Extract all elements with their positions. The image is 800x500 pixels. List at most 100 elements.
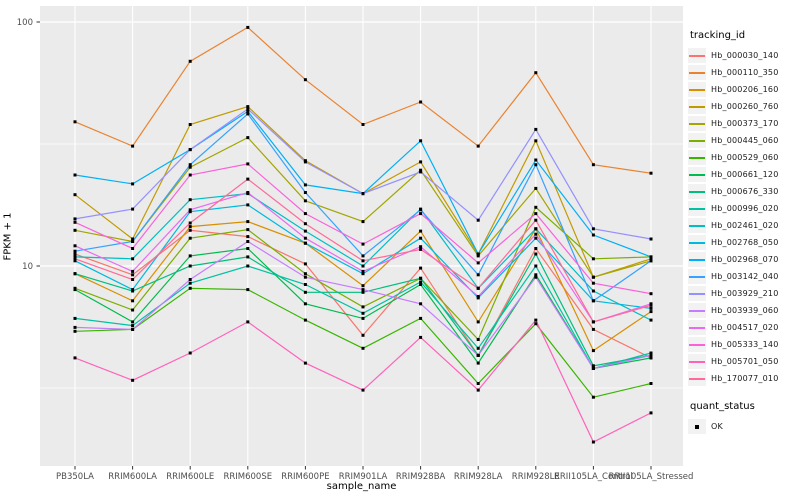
data-point bbox=[534, 247, 538, 250]
legend-item-Hb_170077_010: Hb_170077_010 bbox=[688, 370, 800, 387]
data-point bbox=[649, 411, 653, 415]
data-point bbox=[534, 264, 538, 268]
data-point bbox=[591, 440, 595, 444]
legend-item-label: Hb_000445_060 bbox=[711, 136, 779, 145]
data-point bbox=[419, 245, 423, 249]
legend-item-Hb_000996_020: Hb_000996_020 bbox=[688, 200, 800, 217]
data-point bbox=[591, 367, 595, 370]
data-point bbox=[419, 229, 423, 233]
data-point bbox=[303, 199, 307, 203]
x-tick-label: PB350LA bbox=[56, 472, 94, 482]
data-point bbox=[188, 123, 192, 126]
data-point bbox=[303, 275, 307, 279]
data-point bbox=[419, 208, 423, 212]
data-point bbox=[361, 259, 365, 263]
legend-key-swatch bbox=[688, 116, 706, 131]
legend-key-line bbox=[689, 360, 705, 363]
x-tick-label: RRIM600LE bbox=[166, 472, 214, 482]
data-point bbox=[303, 318, 307, 322]
legend-title-tracking-id: tracking_id bbox=[690, 30, 746, 41]
data-point bbox=[361, 305, 365, 309]
legend-key-swatch bbox=[688, 371, 706, 386]
data-point bbox=[188, 281, 192, 285]
data-point bbox=[303, 302, 307, 306]
data-point bbox=[303, 241, 307, 245]
data-point bbox=[591, 349, 595, 353]
legend-item-Hb_000110_350: Hb_000110_350 bbox=[688, 64, 800, 81]
data-point bbox=[246, 177, 250, 181]
data-point bbox=[476, 252, 480, 256]
data-point bbox=[73, 325, 77, 329]
data-point bbox=[131, 144, 135, 148]
data-point bbox=[188, 210, 192, 214]
data-point bbox=[419, 335, 423, 339]
data-point bbox=[188, 236, 192, 240]
legend-key-swatch bbox=[688, 354, 706, 369]
data-point bbox=[246, 247, 250, 250]
data-point bbox=[73, 356, 77, 360]
data-point bbox=[246, 105, 250, 109]
data-point bbox=[476, 361, 480, 365]
data-point bbox=[188, 198, 192, 202]
data-point bbox=[246, 264, 250, 268]
data-point bbox=[534, 212, 538, 216]
data-point bbox=[131, 308, 135, 312]
data-point bbox=[246, 255, 250, 259]
legend-key-line bbox=[689, 139, 705, 142]
data-point bbox=[361, 123, 365, 126]
legend-item-Hb_005701_050: Hb_005701_050 bbox=[688, 353, 800, 370]
legend-item-Hb_000661_120: Hb_000661_120 bbox=[688, 166, 800, 183]
data-point bbox=[303, 236, 307, 240]
data-point bbox=[131, 207, 135, 211]
data-point bbox=[591, 227, 595, 231]
data-point bbox=[131, 320, 135, 324]
data-point bbox=[591, 233, 595, 237]
legend-item-label: Hb_005701_050 bbox=[711, 357, 779, 366]
data-point bbox=[419, 316, 423, 320]
data-point bbox=[188, 264, 192, 268]
legend-key-line bbox=[689, 173, 705, 176]
data-point bbox=[131, 278, 135, 281]
legend-item-label: Hb_005333_140 bbox=[711, 340, 779, 349]
legend-key-line bbox=[689, 54, 705, 57]
data-point bbox=[476, 346, 480, 350]
data-point bbox=[188, 278, 192, 281]
data-point bbox=[246, 25, 250, 29]
data-point bbox=[246, 191, 250, 194]
data-point bbox=[476, 295, 480, 298]
legend-item-Hb_005333_140: Hb_005333_140 bbox=[688, 336, 800, 353]
data-point bbox=[188, 173, 192, 177]
data-point bbox=[131, 378, 135, 382]
data-point bbox=[131, 269, 135, 273]
legend-item-Hb_000676_330: Hb_000676_330 bbox=[688, 183, 800, 200]
data-point bbox=[649, 259, 653, 263]
data-point bbox=[419, 247, 423, 251]
legend-key-line bbox=[689, 326, 705, 329]
data-point bbox=[476, 353, 480, 357]
data-point bbox=[73, 257, 77, 261]
data-point bbox=[649, 257, 653, 261]
legend-key-line bbox=[689, 292, 705, 295]
data-point bbox=[131, 257, 135, 261]
legend-key-line bbox=[689, 156, 705, 159]
data-point bbox=[476, 144, 480, 148]
legend-key-line bbox=[689, 309, 705, 312]
data-point bbox=[361, 346, 365, 350]
legend-item-label: Hb_000529_060 bbox=[711, 153, 779, 162]
data-point bbox=[246, 203, 250, 207]
data-point bbox=[419, 283, 423, 286]
data-point bbox=[591, 257, 595, 261]
legend-title-quant-status: quant_status bbox=[690, 401, 755, 412]
legend-key-line bbox=[689, 88, 705, 91]
legend-key-line bbox=[689, 207, 705, 210]
data-point bbox=[419, 266, 423, 270]
legend-item-Hb_003929_210: Hb_003929_210 bbox=[688, 285, 800, 302]
legend-key-line bbox=[689, 122, 705, 125]
legend-key-line bbox=[689, 377, 705, 380]
data-point bbox=[649, 310, 653, 314]
data-point bbox=[649, 318, 653, 322]
data-point bbox=[591, 364, 595, 368]
data-point bbox=[476, 388, 480, 392]
legend-key-swatch bbox=[688, 303, 706, 318]
legend-item-Hb_003142_040: Hb_003142_040 bbox=[688, 268, 800, 285]
